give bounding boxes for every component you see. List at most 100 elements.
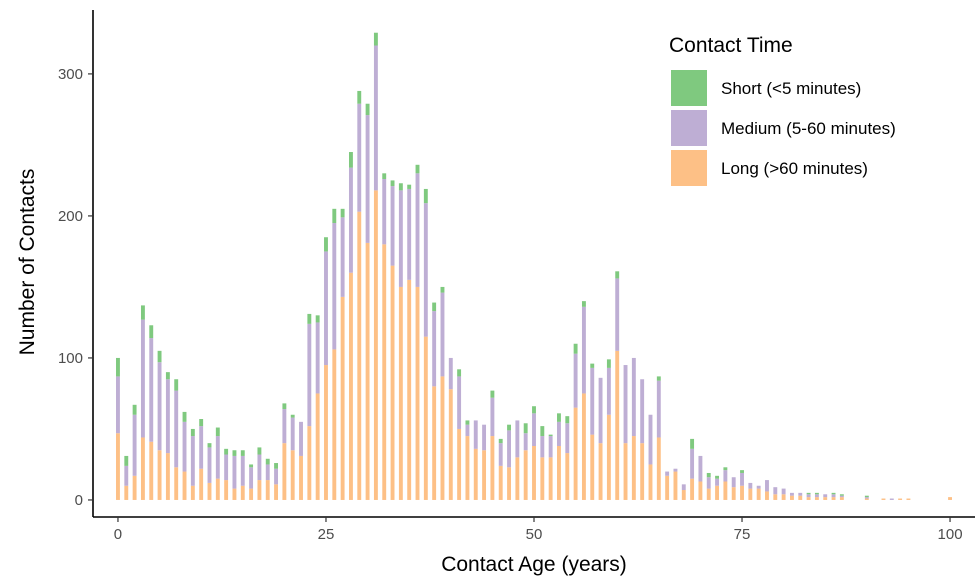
bar-segment [831,494,836,498]
bar-segment [365,115,370,243]
bar-segment [116,433,120,500]
bar-segment [398,286,403,500]
bar-segment [515,457,520,500]
bar-segment [457,428,462,500]
bar-segment [124,485,129,500]
bar-segment [814,497,819,500]
bar-segment [789,492,794,496]
bar-segment [165,453,170,500]
bar-segment [706,488,711,500]
bar-segment [507,424,511,431]
bar-segment [174,467,179,500]
bar-segment [224,480,229,500]
bar-segment [124,465,129,486]
legend-label: Medium (5-60 minutes) [721,119,896,138]
bar-segment [681,490,686,500]
bar-segment [723,470,728,482]
bar-segment [765,491,769,500]
x-axis-title: Contact Age (years) [441,553,627,576]
bar-segment [573,343,578,354]
bar-segment [806,492,811,495]
bar-segment [390,265,395,500]
bar-segment [432,311,437,387]
bar-segment [681,484,686,491]
bar-segment [207,443,212,448]
bar-segment [665,475,670,500]
bar-segment [415,164,420,174]
bar-segment [140,305,145,320]
bar-segment [157,350,162,363]
bar-segment [573,353,578,408]
bar-segment [373,45,378,191]
y-tick-label: 100 [58,350,83,367]
bar-segment [423,188,428,204]
bar-segment [324,365,328,500]
bar-segment [740,472,744,486]
bar-segment [373,32,378,46]
bar-segment [432,302,437,312]
bar-segment [881,498,886,500]
bar-segment [307,323,312,427]
bar-segment [690,438,695,449]
bar-segment [839,495,844,498]
y-axis-title: Number of Contacts [16,169,39,356]
bar-segment [282,443,287,500]
bar-segment [515,420,520,458]
bar-segment [282,403,287,410]
bar-segment [448,389,453,500]
bar-segment [257,447,262,455]
bar-segment [357,211,362,500]
bar-segment [523,433,528,451]
bars-layer [116,32,952,500]
bar-segment [232,455,237,489]
bar-segment [440,286,445,293]
bar-segment [723,467,728,471]
bar-segment [864,498,869,500]
bar-segment [606,367,611,415]
bar-segment [149,338,154,442]
bar-segment [498,438,503,444]
x-tick-label: 100 [938,526,963,543]
bar-segment [315,322,320,394]
bar-segment [507,467,511,500]
bar-segment [224,454,229,481]
bar-segment [215,427,220,437]
bar-segment [390,186,395,266]
bar-segment [640,443,645,500]
bar-segment [348,152,353,168]
bar-segment [465,424,470,437]
bar-segment [265,480,270,500]
bar-segment [249,467,254,489]
bar-segment [806,497,811,500]
bar-segment [432,386,437,500]
bar-segment [598,443,603,500]
bar-segment [507,430,511,468]
bar-segment [332,223,337,350]
y-tick-label: 0 [75,492,83,509]
legend-swatch [671,70,707,106]
bar-segment [357,90,362,104]
bar-segment [249,464,254,468]
y-tick-label: 300 [58,66,83,83]
bar-segment [606,414,611,500]
bar-segment [864,495,869,498]
bar-segment [706,472,711,478]
bar-segment [257,480,262,500]
x-axis-ticks: 0 25 50 75 100 [114,517,963,543]
bar-segment [573,407,578,500]
bar-segment [814,494,819,498]
bar-segment [182,471,187,500]
bar-segment [415,286,420,500]
bar-segment [348,167,353,273]
bar-segment [540,436,545,458]
bar-segment [523,450,528,500]
bar-segment [465,420,470,425]
bar-segment [390,180,395,187]
bar-segment [656,437,661,500]
legend-swatch [671,110,707,146]
bar-segment [249,488,254,500]
bar-segment [465,436,470,500]
bar-segment [898,498,903,500]
bar-segment [116,357,120,377]
